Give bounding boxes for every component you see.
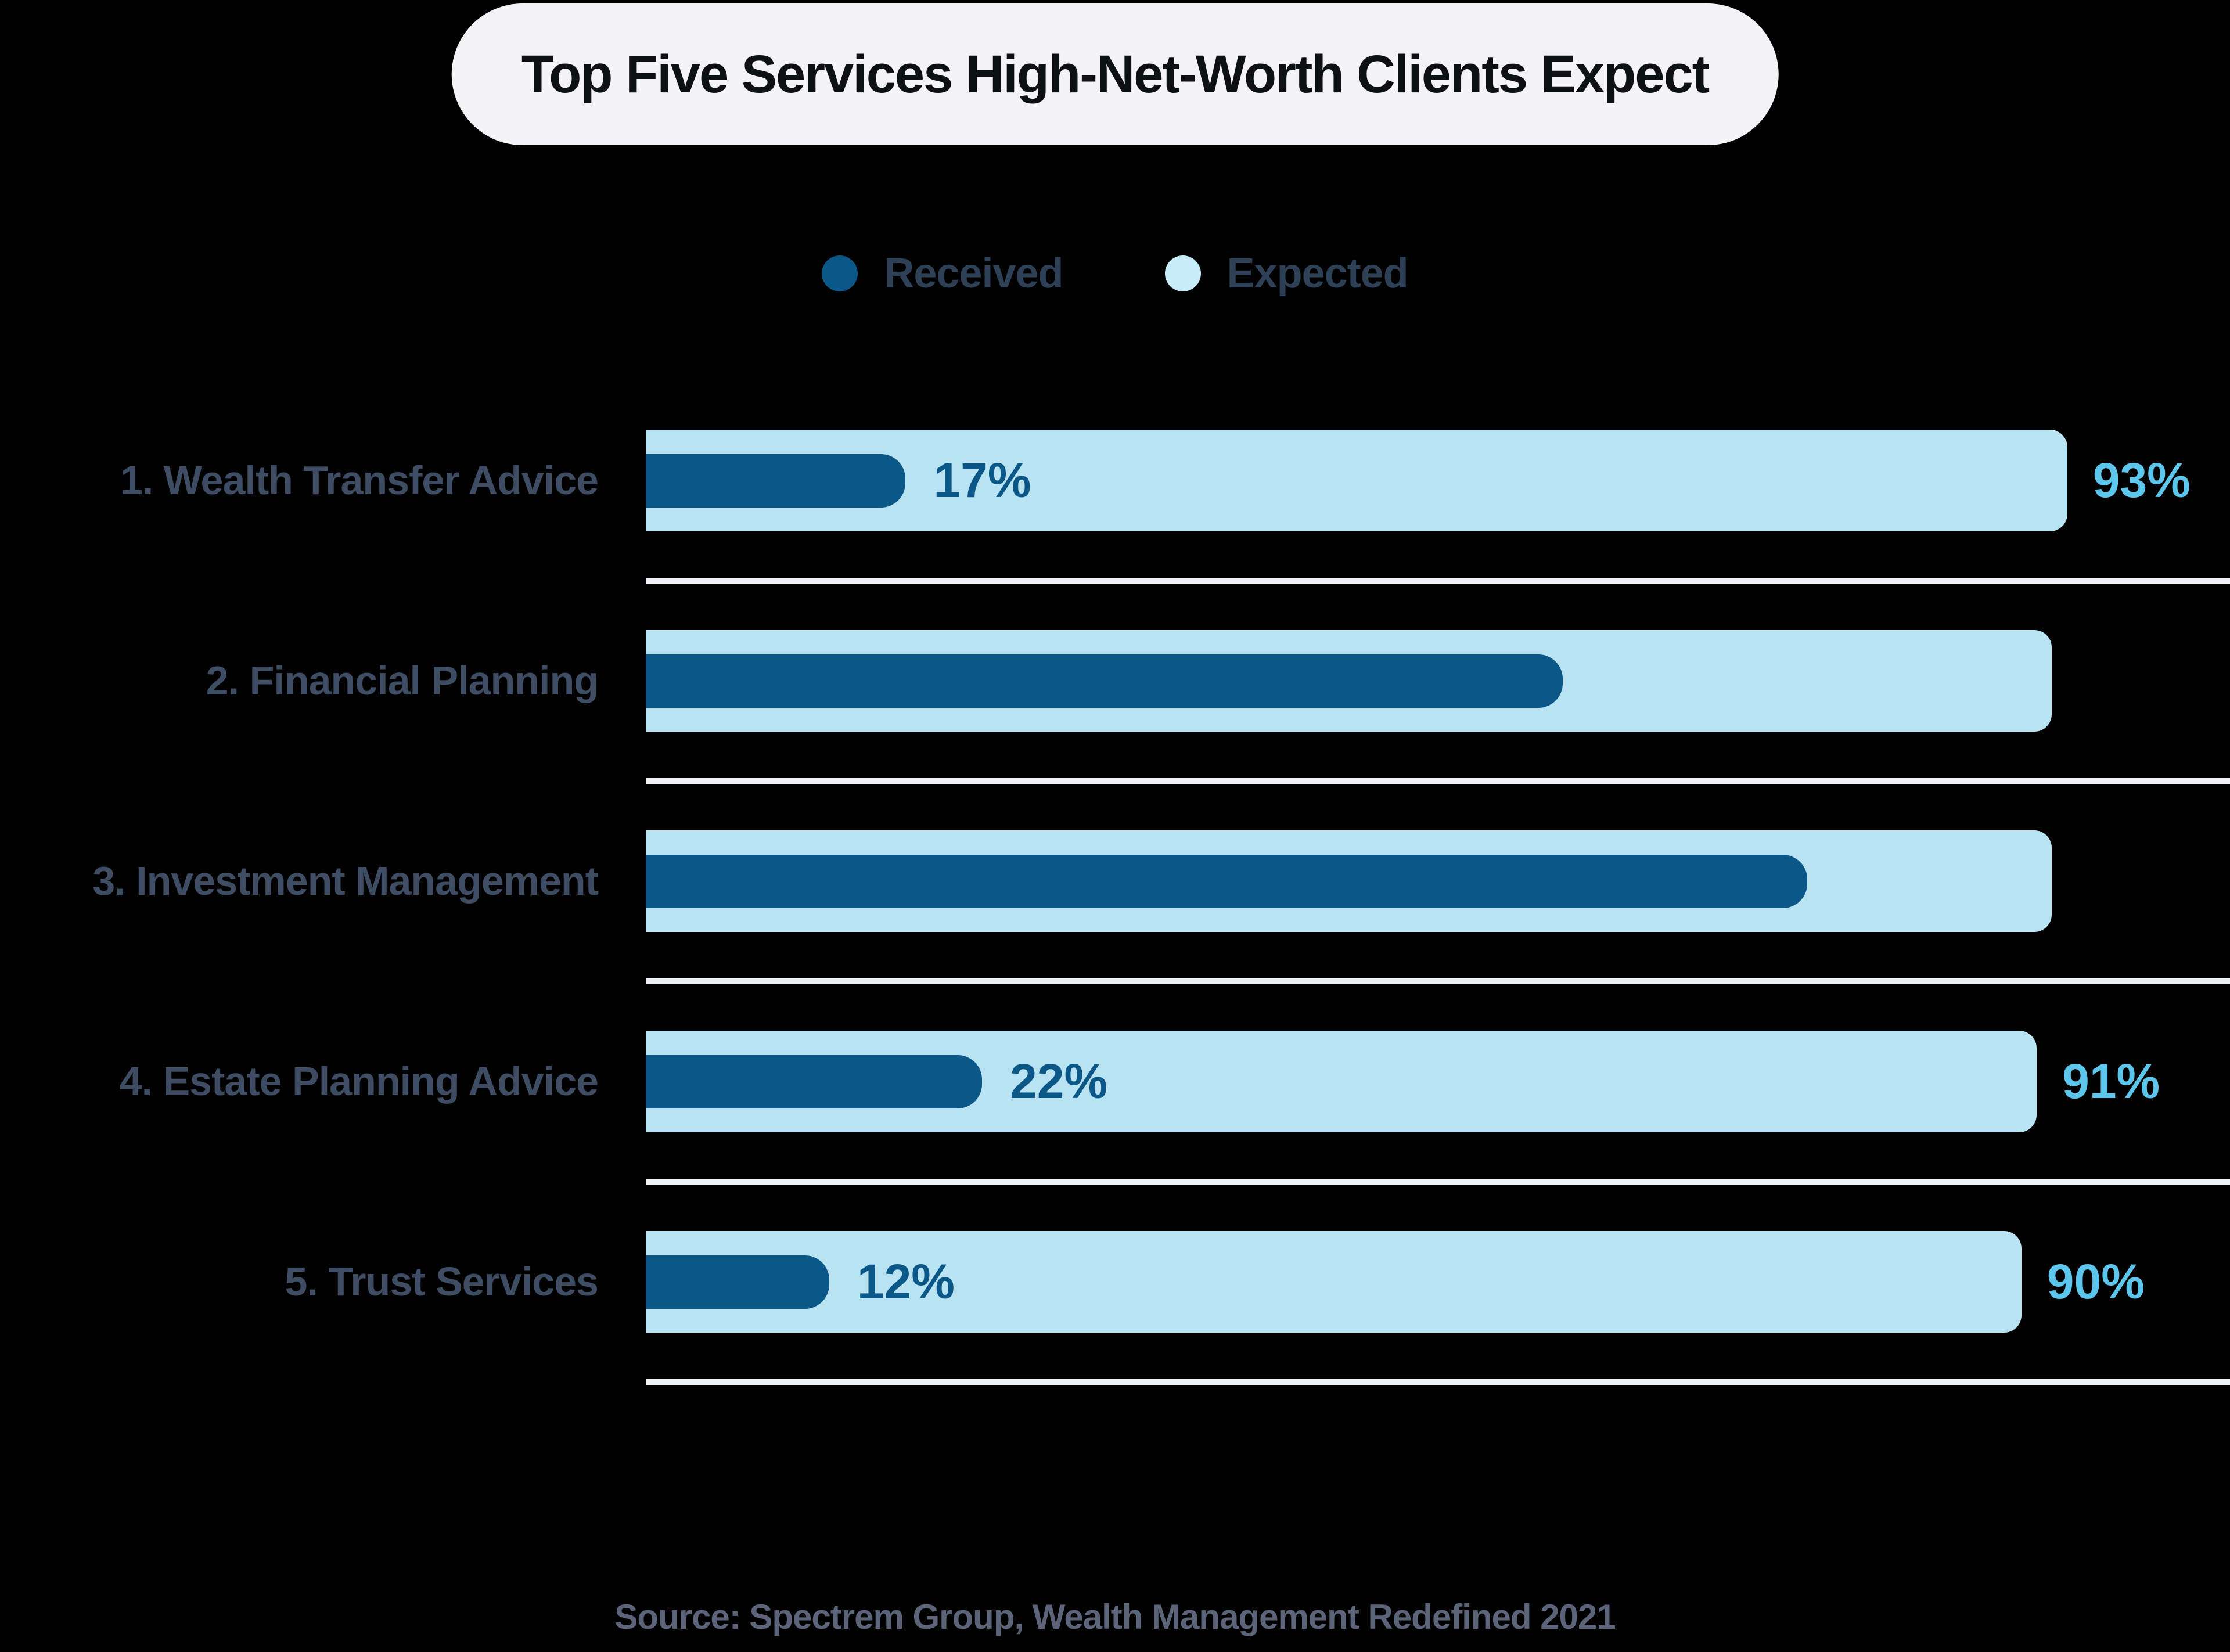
received-legend-dot-icon [822, 255, 858, 291]
received-value-label: 12% [857, 1254, 955, 1309]
expected-legend-dot-icon [1164, 255, 1201, 291]
received-value-label: 17% [933, 453, 1031, 508]
row-separator [646, 978, 2230, 984]
legend-item-received: Received [822, 250, 1064, 297]
row-label: 1. Wealth Transfer Advice [120, 458, 599, 503]
legend-item-expected: Expected [1164, 250, 1409, 297]
bar-row-wealth-transfer-advice: 1. Wealth Transfer Advice 17% 93% [0, 430, 2230, 630]
received-bar [646, 855, 1808, 908]
expected-value-label: 91% [2062, 1054, 2160, 1108]
received-bar [646, 654, 1563, 708]
received-bar [646, 1255, 829, 1309]
legend-label-expected: Expected [1226, 250, 1409, 297]
page-title: Top Five Services High-Net-Worth Clients… [521, 44, 1710, 104]
row-label: 2. Financial Planning [206, 658, 599, 703]
chart-legend: Received Expected [0, 250, 2230, 297]
row-separator [646, 1379, 2230, 1385]
source-attribution: Source: Spectrem Group, Wealth Managemen… [614, 1597, 1616, 1636]
row-label: 5. Trust Services [285, 1259, 599, 1304]
received-value-label: 22% [1010, 1054, 1108, 1108]
expected-value-label: 93% [2092, 453, 2191, 508]
bar-row-investment-management: 3. Investment Management [0, 830, 2230, 1031]
received-bar [646, 1055, 983, 1108]
bar-row-estate-planning-advice: 4. Estate Planning Advice 22% 91% [0, 1031, 2230, 1231]
expected-bar [646, 1231, 2022, 1333]
row-label: 3. Investment Management [92, 858, 599, 904]
legend-label-received: Received [884, 250, 1063, 297]
expected-value-label: 90% [2046, 1254, 2145, 1309]
title-pill: Top Five Services High-Net-Worth Clients… [451, 3, 1779, 145]
row-separator [646, 578, 2230, 584]
bar-rows: 1. Wealth Transfer Advice 17% 93% 2. Fin… [0, 430, 2230, 1431]
bar-row-trust-services: 5. Trust Services 12% 90% [0, 1231, 2230, 1431]
row-label: 4. Estate Planning Advice [119, 1059, 599, 1104]
row-separator [646, 1179, 2230, 1185]
bar-row-financial-planning: 2. Financial Planning [0, 630, 2230, 830]
row-separator [646, 778, 2230, 784]
received-bar [646, 454, 906, 508]
